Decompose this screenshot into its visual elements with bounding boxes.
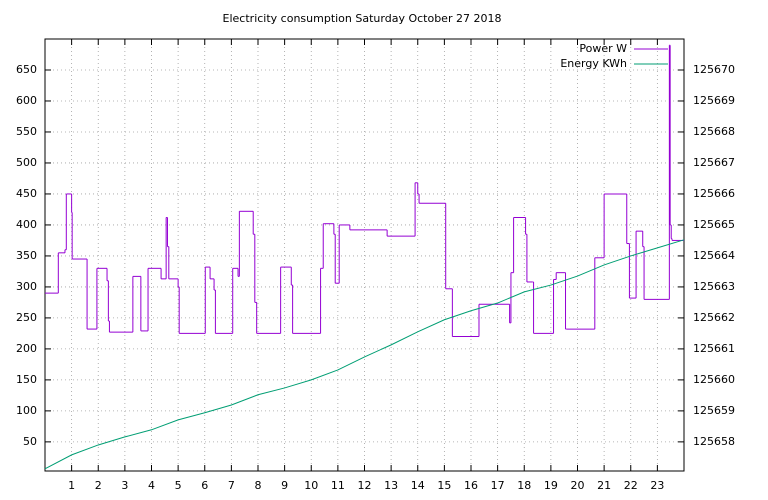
y2-tick-label: 125669: [693, 94, 735, 107]
y-tick-label: 200: [16, 342, 37, 355]
x-tick-label: 19: [544, 479, 558, 492]
x-tick-label: 8: [255, 479, 262, 492]
x-tick-label: 21: [597, 479, 611, 492]
y2-tick-label: 125668: [693, 125, 735, 138]
y2-tick-label: 125660: [693, 373, 735, 386]
y-tick-label: 550: [16, 125, 37, 138]
x-tick-label: 9: [281, 479, 288, 492]
x-tick-label: 5: [175, 479, 182, 492]
y-tick-label: 150: [16, 373, 37, 386]
y2-tick-label: 125658: [693, 435, 735, 448]
x-tick-label: 4: [148, 479, 155, 492]
y-tick-label: 600: [16, 94, 37, 107]
y2-tick-label: 125659: [693, 404, 735, 417]
line: [44, 239, 685, 470]
x-tick-label: 16: [464, 479, 478, 492]
y-tick-label: 300: [16, 280, 37, 293]
y-tick-label: 100: [16, 404, 37, 417]
x-tick-label: 14: [411, 479, 425, 492]
y-tick-label: 500: [16, 156, 37, 169]
y2-tick-label: 125667: [693, 156, 735, 169]
x-tick-label: 17: [491, 479, 505, 492]
x-tick-label: 23: [650, 479, 664, 492]
y-tick-label: 450: [16, 187, 37, 200]
y-tick-label: 650: [16, 63, 37, 76]
y2-tick-label: 125662: [693, 311, 735, 324]
y-tick-label: 50: [23, 435, 37, 448]
y2-tick-label: 125665: [693, 218, 735, 231]
x-tick-label: 22: [624, 479, 638, 492]
y-tick-label: 400: [16, 218, 37, 231]
x-tick-label: 13: [384, 479, 398, 492]
y2-tick-label: 125661: [693, 342, 735, 355]
y2-tick-label: 125666: [693, 187, 735, 200]
plot-frame: [44, 38, 685, 472]
x-tick-label: 2: [95, 479, 102, 492]
x-tick-label: 18: [517, 479, 531, 492]
chart-title: Electricity consumption Saturday October…: [223, 12, 502, 25]
y2-tick-label: 125664: [693, 249, 735, 262]
x-tick-label: 1: [68, 479, 75, 492]
y-tick-label: 350: [16, 249, 37, 262]
x-tick-label: 10: [304, 479, 318, 492]
y2-tick-label: 125663: [693, 280, 735, 293]
x-tick-label: 15: [437, 479, 451, 492]
x-tick-label: 20: [571, 479, 585, 492]
legend-label: Power W: [579, 42, 627, 55]
x-tick-label: 11: [331, 479, 345, 492]
x-tick-label: 3: [121, 479, 128, 492]
y-tick-label: 250: [16, 311, 37, 324]
y2-tick-label: 125670: [693, 63, 735, 76]
x-tick-label: 12: [358, 479, 372, 492]
x-tick-label: 6: [201, 479, 208, 492]
legend-label: Energy KWh: [560, 57, 627, 70]
x-tick-label: 7: [228, 479, 235, 492]
